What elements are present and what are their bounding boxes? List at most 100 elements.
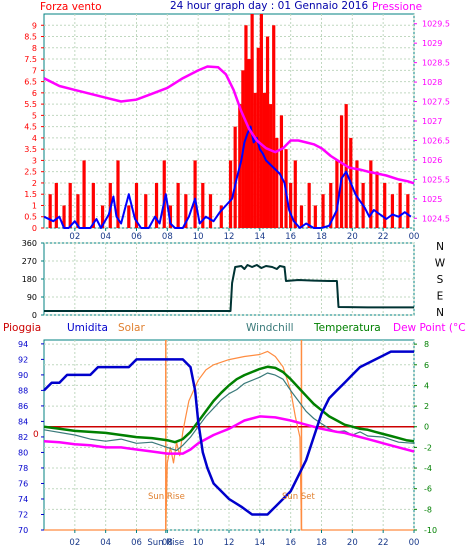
wind-bar: [265, 36, 270, 228]
temp-xtick-label: 12: [224, 538, 235, 548]
wind-bar: [339, 115, 344, 228]
humidity-ytick-label: 74: [18, 495, 28, 504]
compass-label: E: [437, 291, 444, 303]
wind-bar: [307, 182, 311, 228]
wind-bar: [193, 160, 197, 228]
wind-bar: [233, 126, 237, 228]
direction-ytick-label: 0: [32, 311, 37, 320]
wind-bar: [279, 115, 284, 228]
wind-ytick-label: 8: [32, 44, 37, 53]
wind-bar: [262, 92, 267, 228]
temp-xtick-label: 08: [162, 538, 173, 548]
wind-xtick-label: 22: [378, 232, 389, 242]
wind-bar: [228, 160, 233, 228]
temp-xtick-label: 16: [285, 538, 296, 548]
wind-ytick-label: 5.5: [24, 100, 37, 109]
compass-label: N: [436, 241, 444, 253]
wind-bar: [390, 194, 395, 228]
wind-bar: [176, 182, 180, 228]
wind-bar: [247, 59, 251, 229]
wind-bar: [289, 182, 293, 228]
humidity-ytick-label: 78: [18, 464, 28, 473]
temp-xtick-label: 14: [254, 538, 265, 548]
pressure-ytick-label: 1029: [422, 39, 442, 48]
temp-xtick-label: 10: [193, 538, 204, 548]
pressure-ytick-label: 1026: [422, 156, 442, 165]
wind-bar: [244, 25, 248, 229]
wind-bar: [184, 194, 188, 228]
wind-ytick-label: 1.5: [24, 190, 37, 199]
wind-bar: [398, 182, 402, 228]
wind-bar: [162, 160, 166, 228]
humidity-ytick-label: 94: [18, 340, 28, 349]
windchill-line: [43, 372, 415, 452]
humidity-ytick-label: 70: [18, 526, 28, 535]
pressure-ytick-label: 1029.5: [422, 20, 450, 29]
wind-ytick-label: 2.5: [24, 168, 37, 177]
wind-xtick-label: 10: [193, 232, 204, 242]
wind-ytick-label: 4.5: [24, 123, 37, 132]
gust-line: [43, 125, 412, 229]
direction-line: [44, 264, 414, 312]
compass-label: W: [435, 258, 446, 270]
legend-humidity: Umidita: [67, 322, 108, 334]
chart-title: 24 hour graph day : 01 Gennaio 2016: [170, 0, 368, 12]
wind-bar: [321, 194, 325, 228]
direction-ytick-label: 180: [22, 275, 37, 284]
temp-ytick-label: -10: [424, 526, 437, 535]
wind-bar: [256, 47, 260, 228]
pressure-ytick-label: 1025.5: [422, 175, 450, 184]
wind-bar: [313, 205, 317, 228]
pressure-ytick-label: 1024.5: [422, 214, 450, 223]
wind-xtick-label: 12: [224, 232, 235, 242]
temp-xtick-label: 18: [316, 538, 327, 548]
temp-ytick-label: 4: [424, 381, 429, 390]
wind-xtick-label: 18: [316, 232, 327, 242]
wind-bar: [62, 205, 66, 228]
pressure-line: [43, 65, 415, 185]
direction-ytick-label: 270: [22, 257, 37, 266]
temp-xtick-label: 04: [100, 538, 111, 548]
dewpoint-line: [43, 415, 415, 455]
pressure-ytick-label: 1027.5: [422, 98, 450, 107]
pressure-axis-title: Pressione: [372, 1, 422, 13]
legend-temperature: Temperatura: [313, 322, 381, 334]
wind-ytick-label: 7.5: [24, 55, 37, 64]
temp-xtick-label: 00: [409, 538, 420, 548]
wind-bar: [250, 14, 254, 228]
temp-xtick-label: 02: [69, 538, 80, 548]
wind-bar: [383, 182, 387, 228]
wind-bar: [54, 182, 58, 228]
wind-bar: [329, 182, 333, 228]
wind-xtick-label: 08: [162, 232, 173, 242]
wind-bar: [154, 182, 159, 228]
humidity-ytick-label: 82: [18, 433, 28, 442]
humidity-ytick-label: 84: [18, 417, 28, 426]
wind-bar: [144, 194, 148, 228]
humidity-ytick-label: 90: [18, 371, 28, 380]
pressure-ytick-label: 1025: [422, 195, 442, 204]
sunrise-label: Sun Rise: [148, 492, 185, 502]
wind-bar: [259, 14, 263, 228]
pressure-ytick-label: 1028: [422, 78, 442, 87]
wind-bar: [253, 92, 257, 228]
wind-xtick-label: 14: [254, 232, 265, 242]
wind-bar: [375, 171, 379, 228]
temp-ytick-label: 2: [424, 402, 429, 411]
direction-ytick-label: 360: [22, 239, 37, 248]
temp-xtick-label: Sun Rise: [147, 538, 184, 548]
wind-ytick-label: 0.5: [24, 213, 37, 222]
wind-xtick-label: 16: [285, 232, 296, 242]
wind-bar: [76, 194, 80, 228]
wind-xtick-label: 02: [69, 232, 80, 242]
wind-xtick-label: 00: [409, 232, 420, 242]
wind-bar: [134, 182, 139, 228]
wind-bar: [355, 160, 359, 228]
wind-bar: [100, 205, 105, 228]
wind-ytick-label: 6: [32, 89, 37, 98]
wind-bar: [82, 160, 86, 228]
temp-ytick-label: 0: [424, 423, 429, 432]
wind-bar: [116, 160, 120, 228]
wind-ytick-label: 7: [32, 66, 37, 75]
